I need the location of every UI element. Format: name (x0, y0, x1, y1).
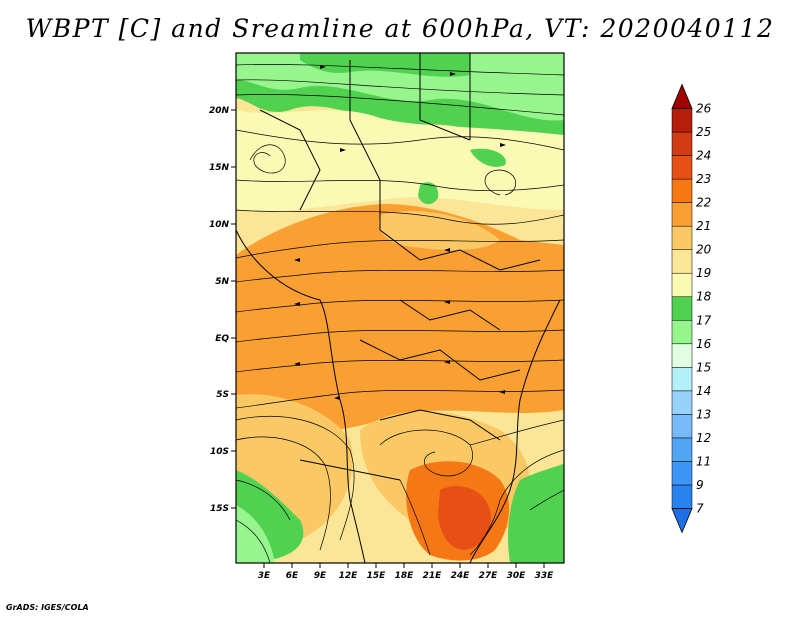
colorbar-label: 17 (696, 313, 712, 327)
colorbar-segment (671, 484, 693, 509)
lat-label: 20N (209, 106, 230, 116)
colorbar-label: 18 (696, 290, 712, 304)
colorbar-segment (671, 461, 693, 486)
lon-label: 27E (479, 571, 499, 581)
map-frame (235, 52, 565, 564)
lon-axis: 3E 6E 9E 12E 15E 18E 21E 24E 27E 30E 33E (258, 563, 554, 581)
colorbar-segment (671, 367, 693, 392)
colorbar-segment (671, 390, 693, 415)
colorbar-label: 23 (696, 172, 711, 186)
chart-title: WBPT [C] and Sreamline at 600hPa, VT: 20… (25, 14, 775, 43)
colorbar-label: 24 (696, 149, 711, 163)
colorbar-label: 11 (696, 454, 711, 468)
lon-label: 21E (423, 571, 443, 581)
lon-label: 30E (507, 571, 527, 581)
lat-label: 15N (209, 163, 230, 173)
lon-label: 24E (451, 571, 471, 581)
lon-label: 9E (314, 571, 327, 581)
colorbar-label: 21 (696, 219, 711, 233)
lat-label: 5N (215, 277, 229, 287)
streamline-arrows (294, 65, 506, 400)
lon-label: 12E (339, 571, 359, 581)
colorbar-segment (671, 202, 693, 227)
colorbar-label: 13 (696, 407, 711, 421)
colorbar-label: 25 (696, 125, 711, 139)
colorbar-segment (671, 437, 693, 462)
colorbar-segment (671, 225, 693, 250)
colorbar-label: 26 (696, 102, 712, 116)
colorbar-max-arrow (671, 83, 693, 109)
streamlines (236, 63, 564, 563)
lat-label: 5S (216, 390, 229, 400)
colorbar-segment (671, 131, 693, 156)
lat-axis: 20N 15N 10N 5N EQ 5S 10S 15S (209, 106, 236, 514)
wbpt-field (236, 53, 564, 563)
lat-label: 10S (210, 447, 229, 457)
country-borders (235, 53, 561, 564)
colorbar-segment (671, 296, 693, 321)
colorbar-segment (671, 272, 693, 297)
colorbar-label: 7 (696, 501, 704, 515)
colorbar-segment (671, 178, 693, 203)
lon-label: 6E (286, 571, 299, 581)
lon-label: 3E (258, 571, 271, 581)
lon-label: 18E (395, 571, 415, 581)
colorbar-segment (671, 414, 693, 439)
colorbar-segment (671, 343, 693, 368)
colorbar-label: 19 (696, 266, 711, 280)
colorbar-label: 14 (696, 384, 711, 398)
colorbar-label: 12 (696, 431, 711, 445)
colorbar-segment (671, 249, 693, 274)
lat-label: EQ (215, 334, 229, 344)
colorbar-label: 9 (696, 478, 704, 492)
colorbar-segment (671, 155, 693, 180)
lon-label: 15E (367, 571, 387, 581)
colorbar-label: 15 (696, 360, 711, 374)
lat-label: 15S (210, 504, 229, 514)
colorbar-label: 16 (696, 337, 712, 351)
colorbar-label: 22 (696, 196, 711, 210)
colorbar-label: 20 (696, 243, 712, 257)
colorbar-segment (671, 320, 693, 345)
lat-label: 10N (209, 220, 230, 230)
colorbar-min-arrow (671, 508, 693, 534)
lon-label: 33E (535, 571, 555, 581)
colorbar-segment (671, 108, 693, 133)
colorbar: 7 9 11 12 13 14 15 16 17 18 19 20 21 22 23 24 25 26 (671, 83, 712, 534)
credit-text: GrADS: IGES/COLA (6, 603, 89, 612)
